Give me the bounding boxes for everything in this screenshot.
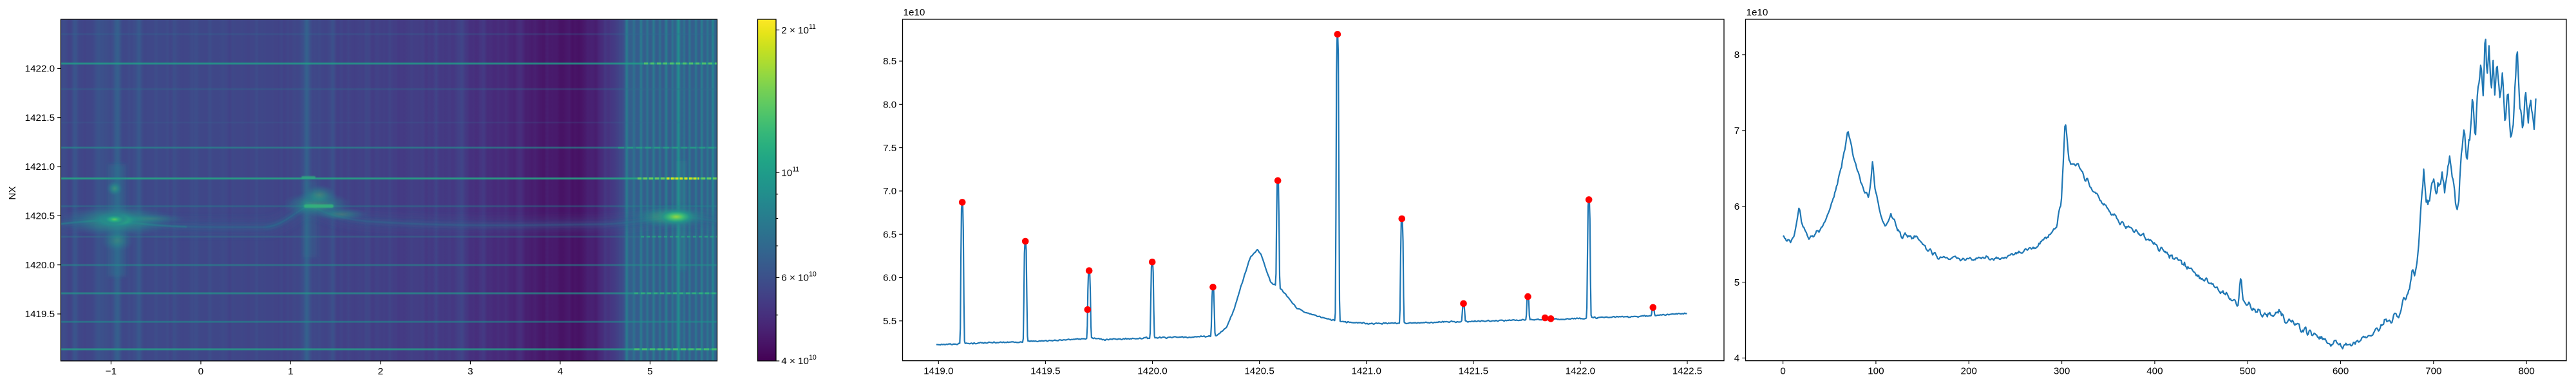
svg-text:600: 600 xyxy=(2333,366,2349,377)
svg-text:800: 800 xyxy=(2519,366,2535,377)
svg-text:6 × 1010: 6 × 1010 xyxy=(781,271,817,284)
svg-text:1419.5: 1419.5 xyxy=(25,309,55,320)
svg-text:1011: 1011 xyxy=(781,165,799,178)
svg-text:NX: NX xyxy=(7,186,18,199)
svg-text:1421.0: 1421.0 xyxy=(25,161,55,172)
svg-text:6.5: 6.5 xyxy=(883,229,896,240)
svg-text:8.0: 8.0 xyxy=(883,100,896,111)
svg-text:3: 3 xyxy=(468,366,473,377)
svg-text:1e10: 1e10 xyxy=(1747,7,1768,18)
svg-text:700: 700 xyxy=(2425,366,2441,377)
svg-text:2 × 1011: 2 × 1011 xyxy=(781,23,816,36)
svg-text:1419.0: 1419.0 xyxy=(923,366,953,377)
svg-text:1422.0: 1422.0 xyxy=(25,64,55,75)
svg-text:7.0: 7.0 xyxy=(883,186,896,197)
svg-text:1421.5: 1421.5 xyxy=(25,113,55,124)
svg-text:8.5: 8.5 xyxy=(883,56,896,67)
svg-text:100: 100 xyxy=(1868,366,1884,377)
svg-text:4: 4 xyxy=(558,366,563,377)
svg-text:300: 300 xyxy=(2054,366,2070,377)
svg-text:1420.0: 1420.0 xyxy=(1137,366,1167,377)
svg-text:7: 7 xyxy=(1734,125,1739,136)
svg-text:4: 4 xyxy=(1734,353,1739,364)
svg-text:1421.0: 1421.0 xyxy=(1351,366,1381,377)
svg-text:500: 500 xyxy=(2240,366,2256,377)
svg-text:1e10: 1e10 xyxy=(904,7,925,18)
svg-text:1420.5: 1420.5 xyxy=(1244,366,1274,377)
svg-text:1: 1 xyxy=(288,366,293,377)
svg-text:4 × 1010: 4 × 1010 xyxy=(781,354,817,367)
svg-text:5: 5 xyxy=(1734,277,1739,288)
svg-text:7.5: 7.5 xyxy=(883,143,896,154)
svg-text:6: 6 xyxy=(1734,201,1739,212)
svg-text:400: 400 xyxy=(2146,366,2163,377)
svg-text:5: 5 xyxy=(647,366,652,377)
svg-text:1420.0: 1420.0 xyxy=(25,260,55,271)
svg-text:5.5: 5.5 xyxy=(883,316,896,327)
svg-text:1422.0: 1422.0 xyxy=(1566,366,1595,377)
svg-text:8: 8 xyxy=(1734,50,1739,60)
svg-text:0: 0 xyxy=(1780,366,1785,377)
svg-text:1419.5: 1419.5 xyxy=(1030,366,1060,377)
svg-text:1421.5: 1421.5 xyxy=(1459,366,1488,377)
svg-text:0: 0 xyxy=(198,366,204,377)
svg-text:6.0: 6.0 xyxy=(883,273,896,284)
svg-text:2: 2 xyxy=(378,366,383,377)
svg-text:1422.5: 1422.5 xyxy=(1672,366,1702,377)
svg-text:1420.5: 1420.5 xyxy=(25,211,55,222)
svg-text:200: 200 xyxy=(1961,366,1977,377)
svg-text:−1: −1 xyxy=(106,366,117,377)
